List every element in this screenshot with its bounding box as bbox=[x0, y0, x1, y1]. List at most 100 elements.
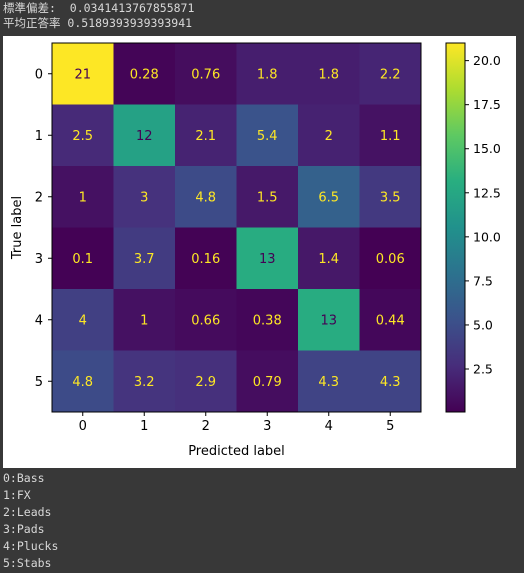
cell-value-label: 4.8 bbox=[72, 375, 93, 390]
heatmap-cell bbox=[236, 166, 299, 228]
class-label-0: 0:Bass bbox=[3, 471, 45, 485]
x-axis-label: Predicted label bbox=[188, 444, 285, 459]
x-tick-label: 1 bbox=[140, 419, 148, 434]
cell-value-label: 2.1 bbox=[195, 129, 216, 144]
heatmap-cell bbox=[175, 350, 237, 413]
cell-value-label: 3.5 bbox=[380, 190, 401, 205]
heatmap-cell bbox=[298, 227, 360, 290]
y-tick-label: 0 bbox=[35, 67, 43, 82]
cell-value-label: 0.1 bbox=[72, 252, 93, 267]
y-tick-label: 5 bbox=[35, 375, 43, 390]
heatmap-cell bbox=[113, 350, 176, 413]
cell-value-label: 4.3 bbox=[318, 375, 339, 390]
cell-value-label: 4 bbox=[79, 313, 87, 328]
colorbar-tick-label: 2.5 bbox=[473, 362, 493, 377]
cell-value-label: 12 bbox=[136, 129, 153, 144]
heatmap-cell bbox=[52, 289, 114, 351]
mean-accuracy-output: 平均正答率 0.5189393939393941 bbox=[3, 16, 193, 30]
heatmap-cell bbox=[175, 227, 237, 290]
cell-value-label: 1.8 bbox=[318, 67, 339, 82]
heatmap-cell bbox=[359, 104, 422, 167]
heatmap-cells: 21 0.28 0.76 1.8 1.8 2.22.5 12 2.1 5.4 2 1.11 3 4.8 1… bbox=[52, 43, 422, 413]
heatmap-cell bbox=[298, 43, 360, 105]
cell-value-label: 3.2 bbox=[134, 375, 155, 390]
plot-frame bbox=[51, 42, 422, 413]
colorbar-tick-label: 10.0 bbox=[473, 229, 501, 244]
cell-value-label: 1.4 bbox=[318, 252, 339, 267]
heatmap-cell bbox=[359, 289, 422, 351]
cell-value-label: 0.06 bbox=[376, 252, 405, 267]
class-label-2: 2:Leads bbox=[3, 505, 52, 519]
confusion-matrix-figure: 21 0.28 0.76 1.8 1.8 2.2 2.5 12 2.1 5.4 2 1.1 1 3 4.8 1… bbox=[3, 36, 516, 468]
class-label-3: 3:Pads bbox=[3, 522, 45, 536]
heatmap-cell bbox=[52, 227, 114, 290]
class-label-1: 1:FX bbox=[3, 488, 31, 502]
cell-value-label: 13 bbox=[320, 313, 337, 328]
heatmap-cell bbox=[298, 289, 360, 351]
cell-value-label: 0.66 bbox=[191, 313, 220, 328]
cell-value-label: 1.5 bbox=[257, 190, 278, 205]
heatmap-cell bbox=[359, 227, 422, 290]
y-tick-label: 4 bbox=[35, 313, 43, 328]
heatmap-cell bbox=[175, 289, 237, 351]
cell-value-label: 6.5 bbox=[318, 190, 339, 205]
cell-value-label: 2.9 bbox=[195, 375, 216, 390]
x-axis-ticks: 0 1 2 3 4 5 bbox=[79, 412, 394, 434]
colorbar-tick-label: 5.0 bbox=[473, 317, 493, 332]
heatmap-cell bbox=[175, 43, 237, 105]
heatmap-cell bbox=[52, 104, 114, 167]
colorbar-frame bbox=[445, 42, 466, 413]
heatmap-cell bbox=[298, 104, 360, 167]
heatmap-cell bbox=[113, 43, 176, 105]
y-tick-label: 2 bbox=[35, 190, 43, 205]
cell-value-label: 0.16 bbox=[191, 252, 220, 267]
y-tick-label: 3 bbox=[35, 252, 43, 267]
heatmap-cell bbox=[298, 350, 360, 413]
heatmap-cell bbox=[298, 166, 360, 228]
colorbar bbox=[446, 43, 465, 412]
heatmap-cell bbox=[113, 104, 176, 167]
heatmap-cell bbox=[175, 104, 237, 167]
x-tick-label: 4 bbox=[325, 419, 333, 434]
cell-value-label: 1 bbox=[79, 190, 87, 205]
cell-value-label: 13 bbox=[259, 252, 276, 267]
confusion-matrix-chart: 21 0.28 0.76 1.8 1.8 2.22.5 12 2.1 5.4 2 1.11 3 4.8 1… bbox=[10, 42, 501, 459]
x-tick-label: 2 bbox=[202, 419, 210, 434]
heatmap-cell bbox=[113, 166, 176, 228]
heatmap-cell bbox=[52, 350, 114, 413]
colorbar-tick-label: 12.5 bbox=[473, 185, 501, 200]
y-axis-label: True label bbox=[10, 196, 25, 260]
heatmap-cell bbox=[236, 227, 299, 290]
cell-value-label: 5.4 bbox=[257, 129, 278, 144]
heatmap-cell bbox=[359, 350, 422, 413]
cell-value-label: 2.5 bbox=[72, 129, 93, 144]
y-axis-ticks: 0 1 2 3 4 5 bbox=[35, 67, 52, 390]
class-label-4: 4:Plucks bbox=[3, 539, 59, 553]
heatmap-cell bbox=[113, 227, 176, 290]
heatmap-cell bbox=[52, 43, 114, 105]
x-tick-label: 3 bbox=[263, 419, 271, 434]
cell-value-label: 0.38 bbox=[253, 313, 282, 328]
cell-value-label: 1.8 bbox=[257, 67, 278, 82]
heatmap-cell bbox=[113, 289, 176, 351]
cell-value-label: 3.7 bbox=[134, 252, 155, 267]
cell-value-label: 4.8 bbox=[195, 190, 216, 205]
heatmap-cell bbox=[359, 43, 422, 105]
cell-value-label: 4.3 bbox=[380, 375, 401, 390]
cell-value-label: 1 bbox=[140, 313, 148, 328]
heatmap-cell bbox=[52, 166, 114, 228]
cell-value-label: 2 bbox=[325, 129, 333, 144]
cell-value-label: 0.44 bbox=[376, 313, 405, 328]
colorbar-tick-label: 7.5 bbox=[473, 273, 493, 288]
heatmap-cell bbox=[359, 166, 422, 228]
colorbar-tick-label: 17.5 bbox=[473, 97, 501, 112]
cell-value-label: 3 bbox=[140, 190, 148, 205]
class-label-list: 0:Bass 1:FX 2:Leads 3:Pads 4:Plucks 5:St… bbox=[3, 470, 58, 572]
cell-value-label: 1.1 bbox=[380, 129, 401, 144]
cell-value-label: 21 bbox=[74, 67, 91, 82]
cell-value-label: 0.76 bbox=[191, 67, 220, 82]
std-dev-output: 標準偏差: 0.0341413767855871 bbox=[3, 1, 195, 15]
colorbar-ticks: 2.5 5.0 7.5 10.0 12.5 15.0 17.5 20.0 bbox=[465, 53, 501, 377]
class-label-5: 5:Stabs bbox=[3, 556, 52, 570]
cell-value-label: 0.79 bbox=[253, 375, 282, 390]
